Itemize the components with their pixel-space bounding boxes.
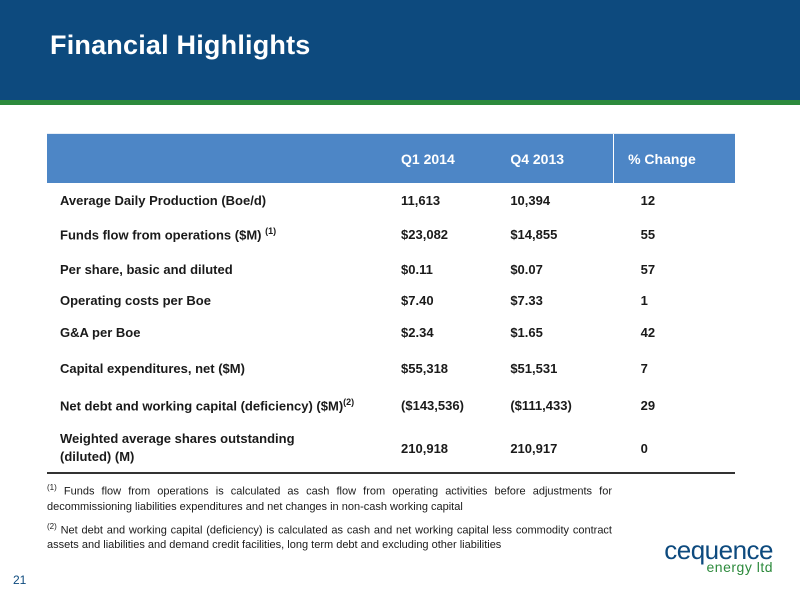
company-logo: cequence energy ltd	[640, 537, 775, 577]
row-q1-value: 11,613	[401, 192, 441, 208]
page-number: 21	[13, 573, 27, 587]
table-row: Capital expenditures, net ($M) $55,318 $…	[47, 349, 735, 387]
row-q4-value: 10,394	[510, 192, 551, 208]
slide-title: Financial Highlights	[50, 30, 311, 60]
slide-header: Financial Highlights	[0, 0, 800, 100]
row-label: Average Daily Production (Boe/d)	[60, 192, 267, 208]
table-row: Net debt and working capital (deficiency…	[47, 387, 735, 424]
header-q4-2013: Q4 2013	[510, 133, 614, 183]
header-label-cell	[47, 133, 402, 183]
row-pct-value: 57	[640, 261, 656, 277]
row-pct-value: 0	[613, 424, 735, 474]
row-q1-value: ($143,536)	[401, 398, 464, 413]
row-label: Per share, basic and diluted	[60, 261, 233, 277]
row-label: G&A per Boe	[60, 324, 141, 340]
header-q1-2014: Q1 2014	[401, 133, 511, 183]
row-pct-value: 42	[640, 324, 656, 340]
row-pct-value: 55	[640, 227, 656, 242]
row-label: Net debt and working capital (deficiency…	[60, 397, 355, 414]
row-q4-value: $7.33	[510, 293, 543, 308]
footnote-ref: (1)	[265, 226, 277, 237]
footnotes: (1) Funds flow from operations is calcul…	[47, 480, 612, 557]
table-row: Average Daily Production (Boe/d) 11,613 …	[47, 183, 735, 217]
table-row: Operating costs per Boe $7.40 $7.33 1	[47, 286, 735, 315]
financial-table-container: Q1 2014 Q4 2013 % Change Average Daily P…	[47, 133, 735, 474]
table-row: Funds flow from operations ($M) (1) $23,…	[47, 217, 735, 252]
table-header-row: Q1 2014 Q4 2013 % Change	[47, 133, 735, 183]
footnote-ref: (2)	[343, 397, 355, 408]
row-pct-value: 1	[640, 293, 648, 308]
row-q1-value: $2.34	[401, 324, 434, 340]
row-q4-value: $14,855	[510, 227, 558, 242]
row-pct-value: 12	[640, 192, 656, 208]
row-q1-value: $23,082	[401, 227, 449, 242]
row-pct-value: 29	[640, 398, 656, 413]
footnote-1: (1) Funds flow from operations is calcul…	[47, 483, 612, 513]
row-label: Funds flow from operations ($M) (1)	[60, 226, 277, 243]
row-q1-value: $55,318	[401, 360, 449, 376]
row-q1-value: 210,918	[401, 424, 511, 474]
row-label: Capital expenditures, net ($M)	[60, 360, 245, 376]
row-q1-value: $7.40	[401, 293, 434, 308]
table-row: Weighted average shares outstanding (dilu…	[47, 424, 735, 474]
row-q1-value: $0.11	[401, 261, 433, 277]
footnote-2: (2) Net debt and working capital (defici…	[47, 521, 612, 552]
row-q4-value: 210,917	[510, 424, 614, 474]
row-label: Weighted average shares outstanding (dilu…	[47, 424, 402, 474]
logo-tagline: energy ltd	[706, 559, 773, 575]
row-label: Operating costs per Boe	[60, 293, 211, 308]
row-q4-value: $1.65	[510, 324, 543, 340]
row-pct-value: 7	[640, 360, 648, 376]
financial-highlights-table: Q1 2014 Q4 2013 % Change Average Daily P…	[47, 133, 735, 474]
table-row: Per share, basic and diluted $0.11 $0.07…	[47, 252, 735, 286]
table-row: G&A per Boe $2.34 $1.65 42	[47, 315, 735, 349]
header-pct-change: % Change	[613, 133, 735, 183]
header-accent-line	[0, 100, 800, 105]
row-q4-value: ($111,433)	[510, 398, 572, 413]
row-q4-value: $0.07	[510, 261, 543, 277]
row-q4-value: $51,531	[510, 360, 558, 376]
logo-wordmark: cequence	[664, 535, 773, 565]
